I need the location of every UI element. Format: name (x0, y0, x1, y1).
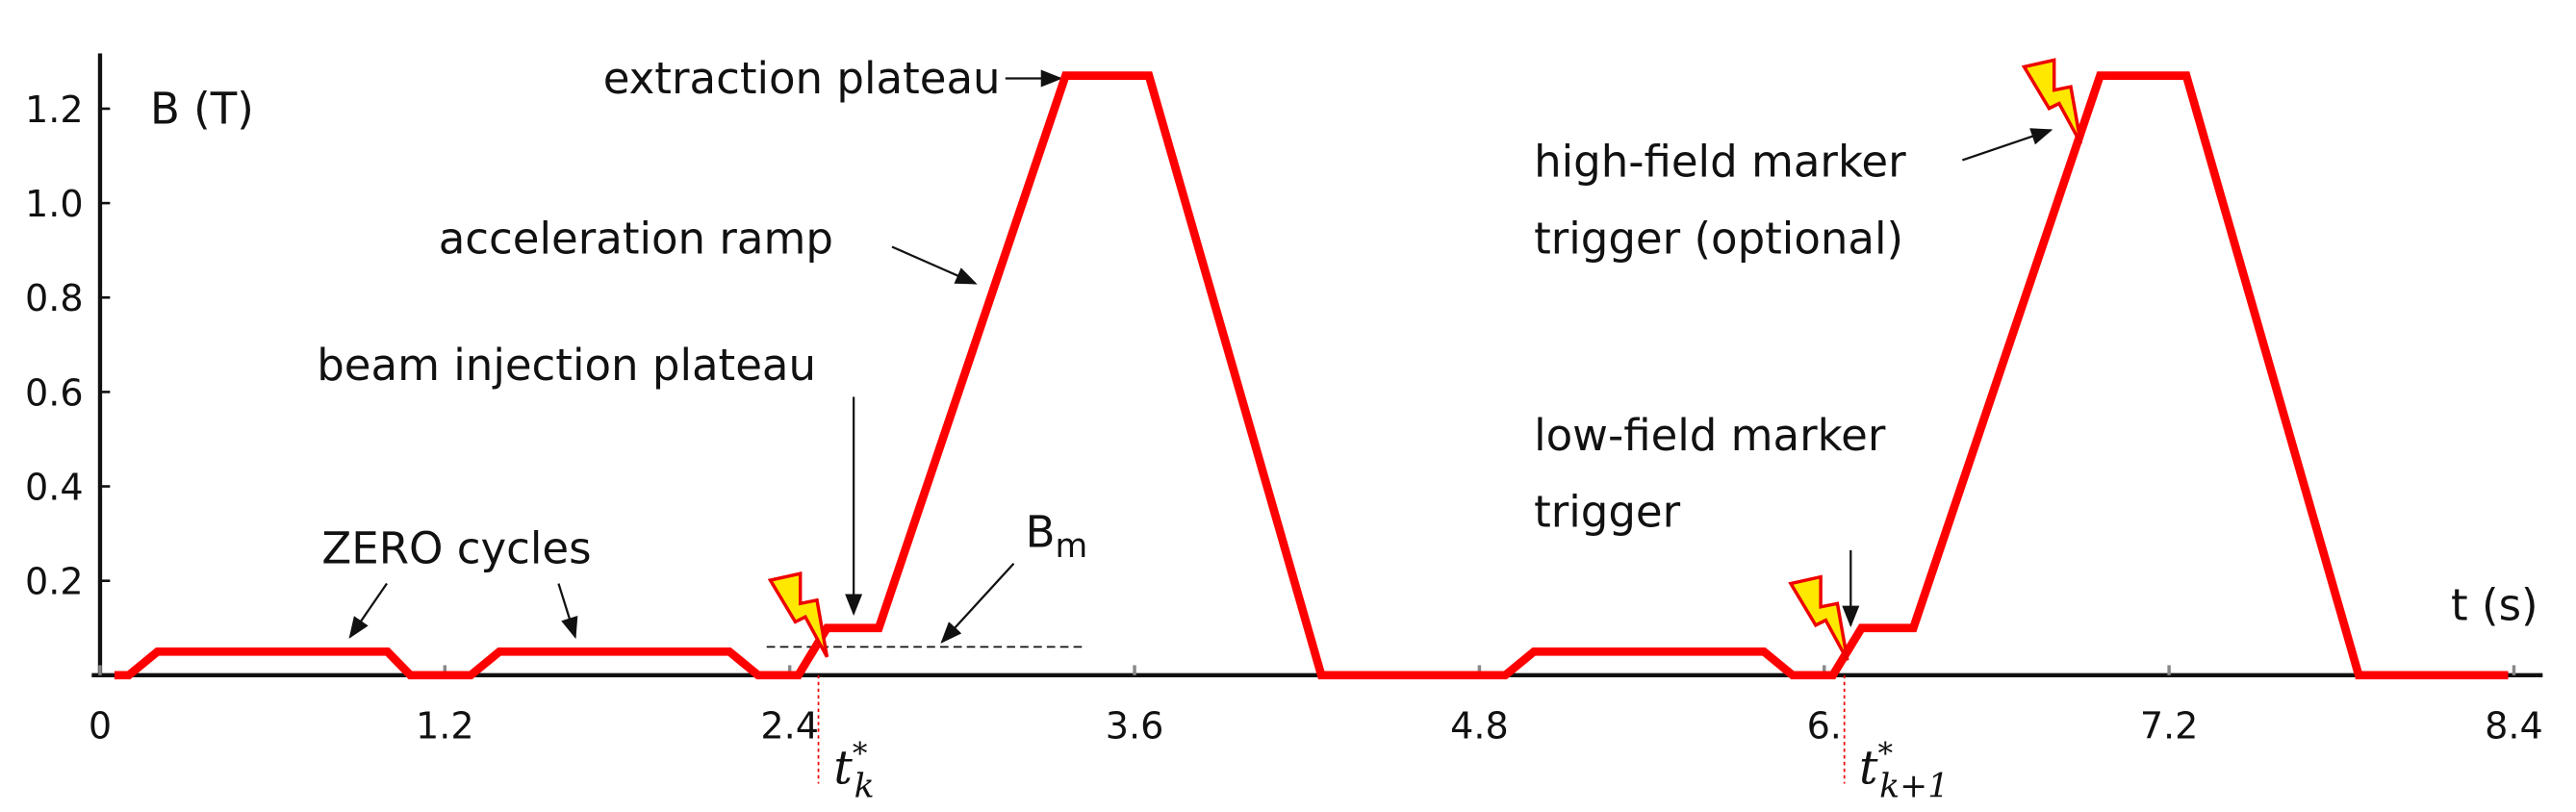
annotation: beam injection plateau (317, 340, 816, 391)
data-line (114, 71, 2509, 680)
annotation: acceleration ramp (439, 213, 833, 264)
x-tick-label: 6. (1807, 705, 1842, 748)
arrow (891, 245, 978, 285)
arrow (1962, 128, 2053, 162)
x-tick-label: 0 (89, 705, 112, 748)
annotation: trigger (1534, 487, 1681, 538)
arrow (557, 583, 578, 640)
annotation: extraction plateau (603, 53, 1001, 104)
y-tick-label: 0.8 (25, 277, 84, 319)
x-tick-label: 8.4 (2485, 705, 2543, 748)
x-tick-label: 4.8 (1450, 705, 1509, 748)
lightning (2021, 58, 2083, 144)
marker-sup: * (853, 737, 868, 772)
y-tick-label: 0.4 (25, 466, 84, 508)
y-axis-label: B (T) (150, 83, 254, 134)
x-tick-label: 1.2 (416, 705, 474, 748)
bm-label: Bm (1026, 506, 1088, 565)
bm-sub: m (1056, 527, 1088, 566)
y-tick-label: 0.6 (25, 371, 84, 414)
marker-base: t (833, 741, 853, 795)
annotation: ZERO cycles (321, 523, 591, 574)
annotation: high-field marker (1534, 137, 1906, 188)
arrow (348, 582, 388, 639)
y-tick-label: 0.2 (25, 561, 84, 603)
marker-sub: k+1 (1879, 767, 1949, 805)
marker-label: t* k (833, 737, 874, 806)
bm-base: B (1026, 506, 1056, 557)
lightning (1788, 574, 1849, 662)
x-tick-label: 7.2 (2140, 705, 2199, 748)
annotation: trigger (optional) (1534, 213, 1903, 264)
x-axis-label: t (s) (2451, 580, 2538, 631)
lightning (767, 571, 829, 658)
y-tick-label: 1.2 (25, 89, 84, 131)
y-tick-label: 1.0 (25, 183, 84, 225)
marker-sup: * (1877, 737, 1893, 772)
arrow (940, 562, 1015, 644)
annotation: low-field marker (1534, 410, 1886, 461)
x-tick-label: 3.6 (1106, 705, 1164, 748)
x-tick-label: 2.4 (760, 705, 819, 748)
marker-label: t* k+1 (1859, 737, 1949, 806)
lightning-icons (767, 58, 2083, 662)
marker-sub: k (854, 767, 875, 805)
marker-base: t (1859, 741, 1878, 795)
